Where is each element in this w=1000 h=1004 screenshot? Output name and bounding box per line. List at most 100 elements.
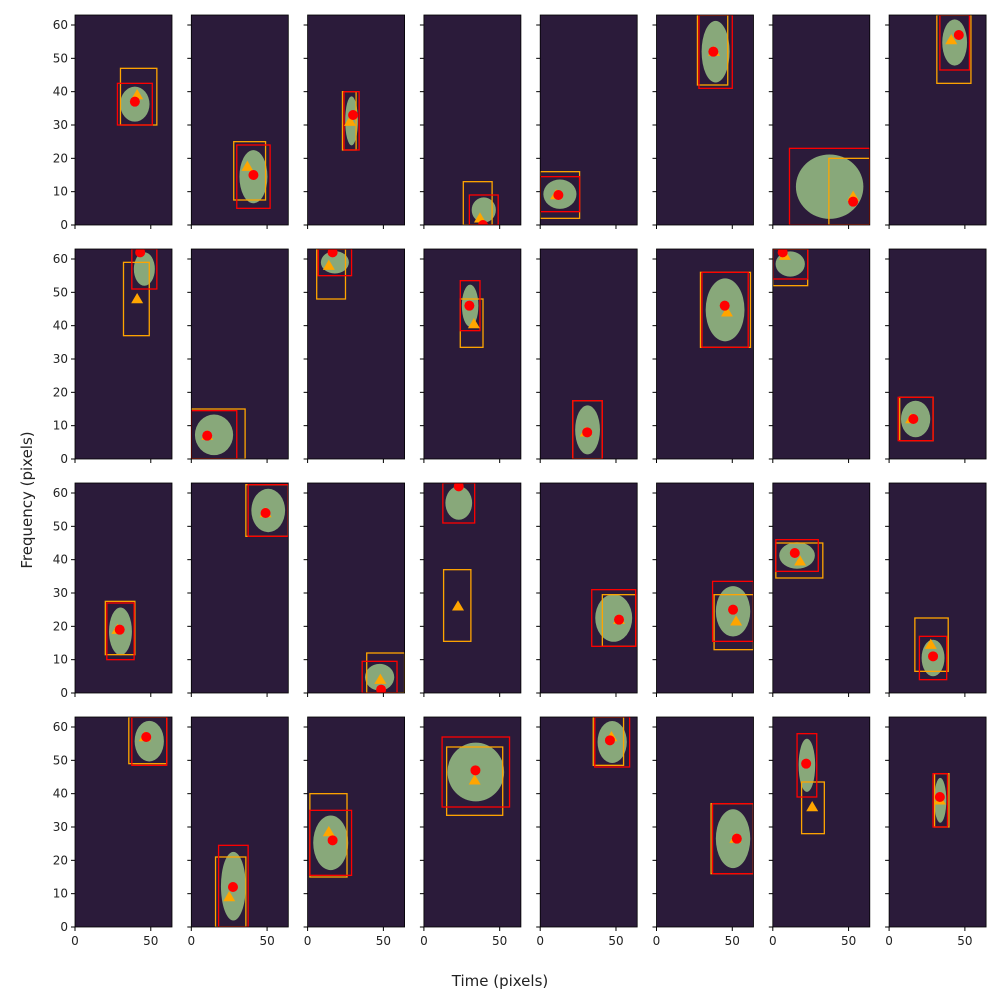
orange-box bbox=[696, 15, 729, 86]
panel-background bbox=[772, 483, 870, 693]
red-marker bbox=[114, 624, 125, 635]
panel bbox=[772, 483, 870, 693]
panel bbox=[889, 249, 987, 459]
y-tick-label: 30 bbox=[53, 586, 68, 600]
y-tick-label: 10 bbox=[53, 185, 68, 199]
red-marker bbox=[470, 765, 481, 776]
panel-background bbox=[772, 717, 870, 927]
red-marker bbox=[227, 882, 238, 892]
panel-frame bbox=[656, 248, 754, 460]
orange-box bbox=[800, 781, 825, 835]
panel bbox=[423, 15, 521, 225]
red-marker bbox=[348, 110, 359, 120]
y-tick-label: 50 bbox=[53, 519, 68, 533]
x-tick-label: 0 bbox=[653, 934, 661, 948]
orange-marker bbox=[794, 555, 807, 566]
orange-marker bbox=[241, 160, 254, 171]
red-marker bbox=[953, 30, 964, 40]
x-tick-label: 0 bbox=[769, 934, 777, 948]
y-tick-label: 0 bbox=[60, 920, 68, 934]
red-box bbox=[131, 249, 158, 290]
y-axis-label: Frequency (pixels) bbox=[18, 431, 36, 568]
red-marker bbox=[141, 732, 152, 742]
x-tick-label: 50 bbox=[725, 934, 740, 948]
x-tick-label: 0 bbox=[71, 934, 79, 948]
red-marker bbox=[789, 548, 800, 558]
red-marker bbox=[604, 735, 615, 746]
red-box bbox=[442, 483, 476, 524]
orange-box bbox=[442, 569, 472, 642]
orange-marker bbox=[467, 318, 480, 329]
panel bbox=[772, 717, 870, 927]
red-marker bbox=[248, 170, 259, 180]
orange-marker bbox=[806, 801, 819, 812]
red-marker bbox=[478, 220, 489, 225]
panel-background bbox=[307, 483, 405, 693]
panel-frame bbox=[539, 482, 638, 694]
panel bbox=[772, 15, 870, 225]
panel-frame bbox=[74, 482, 173, 694]
panel-frame bbox=[772, 14, 871, 226]
red-box bbox=[897, 396, 934, 442]
red-marker bbox=[376, 684, 387, 693]
panel-frame bbox=[190, 14, 289, 226]
panel bbox=[75, 249, 172, 459]
panel-background bbox=[307, 249, 405, 459]
orange-box bbox=[122, 261, 150, 337]
red-marker bbox=[801, 758, 812, 769]
red-box bbox=[591, 589, 637, 647]
orange-marker bbox=[945, 34, 958, 45]
y-tick-label: 10 bbox=[53, 653, 68, 667]
red-box bbox=[594, 717, 631, 768]
red-box bbox=[468, 194, 499, 225]
panel bbox=[307, 483, 405, 693]
panel bbox=[540, 483, 638, 693]
x-tick-label: 50 bbox=[376, 934, 391, 948]
blob bbox=[445, 486, 473, 520]
y-tick-label: 0 bbox=[60, 686, 68, 700]
panel-frame bbox=[423, 482, 522, 694]
panel-background bbox=[423, 15, 521, 225]
orange-box bbox=[936, 15, 972, 84]
red-marker bbox=[202, 430, 213, 441]
y-tick-label: 30 bbox=[53, 118, 68, 132]
y-tick-label: 40 bbox=[53, 553, 68, 567]
panel bbox=[75, 15, 172, 225]
y-tick-label: 10 bbox=[53, 887, 68, 901]
panel bbox=[191, 15, 289, 225]
red-marker bbox=[464, 300, 475, 311]
y-tick-label: 20 bbox=[53, 619, 68, 633]
x-tick-label: 0 bbox=[187, 934, 195, 948]
orange-box bbox=[445, 746, 504, 816]
orange-marker bbox=[131, 89, 144, 100]
y-tick-label: 60 bbox=[53, 252, 68, 266]
x-tick-label: 50 bbox=[492, 934, 507, 948]
panel-frame bbox=[307, 482, 406, 694]
panel bbox=[540, 15, 638, 225]
orange-marker bbox=[924, 638, 937, 649]
orange-marker bbox=[223, 891, 236, 902]
panel bbox=[540, 249, 638, 459]
orange-marker bbox=[322, 259, 335, 270]
panel bbox=[307, 249, 405, 459]
y-tick-label: 50 bbox=[53, 51, 68, 65]
panel-background bbox=[75, 15, 172, 225]
orange-marker bbox=[131, 293, 144, 304]
red-box bbox=[247, 484, 289, 537]
orange-box bbox=[462, 181, 493, 225]
panel bbox=[307, 717, 405, 927]
panel bbox=[75, 717, 172, 927]
y-tick-label: 40 bbox=[53, 787, 68, 801]
red-box bbox=[317, 249, 353, 277]
y-tick-label: 60 bbox=[53, 720, 68, 734]
panel-background bbox=[656, 249, 754, 459]
orange-box bbox=[191, 408, 246, 459]
red-marker bbox=[848, 196, 859, 207]
red-box bbox=[711, 580, 754, 642]
blob bbox=[595, 594, 633, 642]
panel-frame bbox=[74, 248, 173, 460]
x-tick-label: 0 bbox=[304, 934, 312, 948]
red-marker bbox=[908, 414, 919, 424]
panel bbox=[423, 249, 521, 459]
red-box bbox=[918, 635, 948, 681]
